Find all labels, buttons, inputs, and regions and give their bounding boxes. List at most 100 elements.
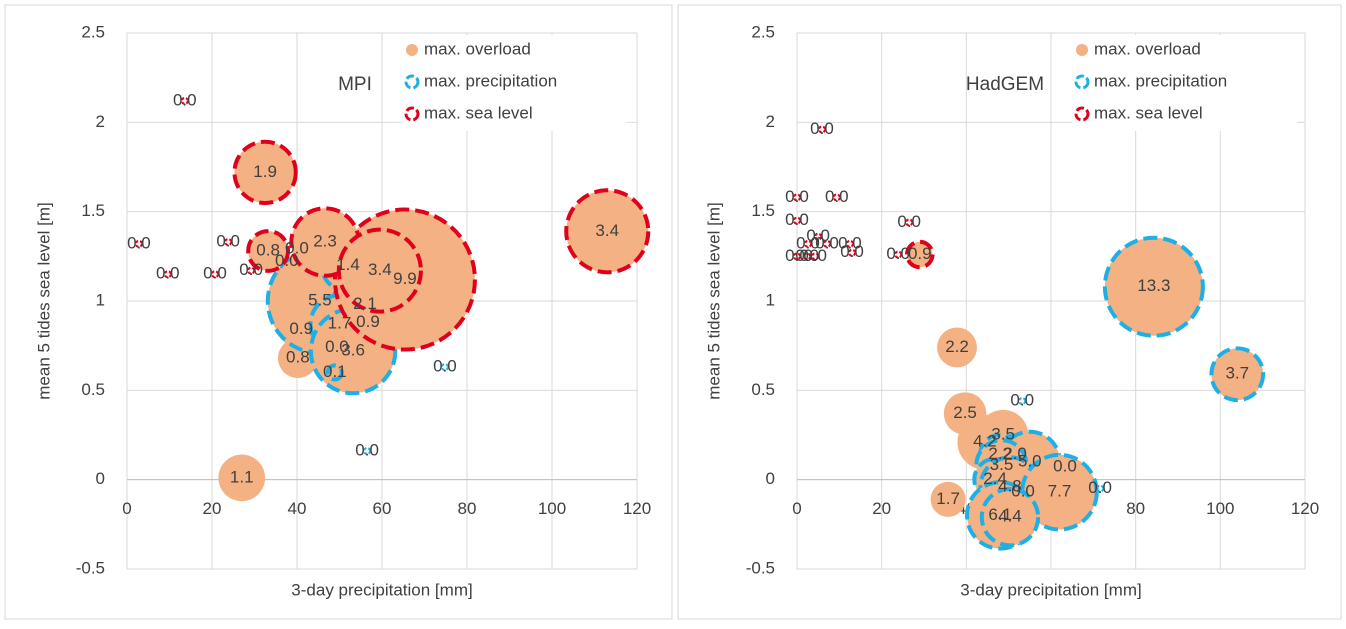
x-axis-label: 3-day precipitation [mm] [960, 580, 1141, 599]
bubble [793, 193, 801, 202]
data-label: 2.3 [313, 232, 337, 251]
chart-title: MPI [338, 74, 372, 95]
data-label: 0.0 [840, 242, 864, 261]
legend-box [1072, 35, 1297, 131]
data-label: 0.0 [785, 210, 809, 229]
bubble [793, 216, 801, 225]
x-tick-label: 0 [122, 499, 131, 518]
bubble [811, 252, 820, 261]
bubbles [793, 125, 1266, 551]
x-tick-label: 80 [1126, 499, 1145, 518]
legend-label: max. sea level [1094, 103, 1203, 122]
data-label: 0.0 [1010, 391, 1034, 410]
legend-marker [406, 44, 418, 56]
data-label: 2.4 [983, 469, 1007, 488]
bubble [134, 239, 143, 248]
x-axis-label: 3-day precipitation [mm] [291, 580, 472, 599]
y-axis-label: mean 5 tides sea level [m] [704, 202, 723, 399]
bubble [246, 229, 290, 273]
data-label: 0.0 [216, 232, 240, 251]
data-label: 0.0 [803, 246, 827, 265]
data-label: 0.0 [886, 244, 910, 263]
legend-label: max. overload [424, 39, 531, 58]
legend-label: max. overload [1094, 39, 1201, 58]
legend-marker [404, 106, 420, 122]
data-label: 0.9 [908, 244, 932, 263]
bubble [832, 193, 841, 202]
data-label: 2.0 [1003, 444, 1027, 463]
y-tick-label: 1 [766, 290, 775, 309]
data-label: 13.3 [1137, 276, 1170, 295]
y-tick-label: 1.5 [751, 201, 775, 220]
bubble [1102, 235, 1205, 338]
data-label: 2.2 [945, 337, 969, 356]
data-label: 4.4 [998, 507, 1022, 526]
data-label: 0.0 [1011, 482, 1035, 501]
bubble [905, 218, 914, 227]
data-label: 0.0 [796, 233, 820, 252]
data-label: 2.1 [353, 294, 377, 313]
bubble [440, 363, 449, 372]
bubble [845, 239, 854, 248]
legend-label: max. precipitation [1094, 71, 1227, 90]
data-label: 1.1 [230, 467, 254, 486]
data-label: 0.0 [325, 337, 349, 356]
x-tick-label: 100 [1206, 499, 1234, 518]
y-tick-label: 2.5 [751, 22, 775, 41]
data-label: 0.0 [433, 357, 457, 376]
y-tick-label: 2 [766, 112, 775, 131]
data-label: 3.5 [991, 424, 1015, 443]
x-tick-label: 40 [288, 499, 307, 518]
data-label: 1.7 [936, 489, 960, 508]
bubble [210, 270, 219, 279]
data-label: 3.4 [595, 221, 619, 240]
data-label: 0.0 [838, 233, 862, 252]
legend-marker [1074, 74, 1090, 90]
data-label: 1.9 [253, 162, 277, 181]
data-label: 7.7 [1048, 482, 1072, 501]
data-label: 3.5 [990, 455, 1014, 474]
data-label: 0.1 [323, 362, 347, 381]
y-tick-label: 0 [96, 469, 105, 488]
bubble [814, 232, 823, 241]
data-label: 0.0 [275, 251, 299, 270]
bubble [336, 227, 423, 314]
legend-label: max. precipitation [424, 71, 557, 90]
y-tick-label: 0.5 [751, 380, 775, 399]
legend-marker [1074, 106, 1090, 122]
bubble [930, 481, 966, 517]
bubble [1018, 397, 1027, 406]
legend-marker [1076, 44, 1088, 56]
bubble [363, 447, 372, 456]
data-label: 4.8 [998, 476, 1022, 495]
data-label: 2.5 [953, 403, 977, 422]
data-label: 9.9 [393, 269, 417, 288]
bubble [325, 363, 344, 382]
bubble [905, 239, 935, 270]
x-tick-label: 100 [538, 499, 566, 518]
data-label: 0.0 [285, 239, 309, 258]
x-tick-label: 0 [792, 499, 801, 518]
bubble [937, 327, 977, 368]
y-tick-label: 2.5 [81, 22, 105, 41]
legend-marker [404, 74, 420, 90]
bubble [979, 487, 1041, 548]
data-label: 0.0 [173, 90, 197, 109]
bubble [180, 96, 189, 105]
data-label: 4.2 [973, 432, 997, 451]
data-label: 0.0 [815, 233, 839, 252]
data-label: 1.7 [328, 314, 352, 333]
data-label: 0.0 [239, 260, 263, 279]
data-label: 0.0 [785, 246, 809, 265]
data-label: 0.0 [1053, 457, 1077, 476]
bubble [564, 188, 651, 275]
bubble [848, 248, 857, 257]
data-label: 0.0 [810, 119, 834, 138]
data-label: 0.0 [203, 264, 227, 283]
panel-border [677, 4, 1342, 620]
x-tick-label: 20 [872, 499, 891, 518]
bubble [224, 238, 233, 247]
bubble [247, 266, 256, 275]
x-tick-label: 20 [203, 499, 222, 518]
